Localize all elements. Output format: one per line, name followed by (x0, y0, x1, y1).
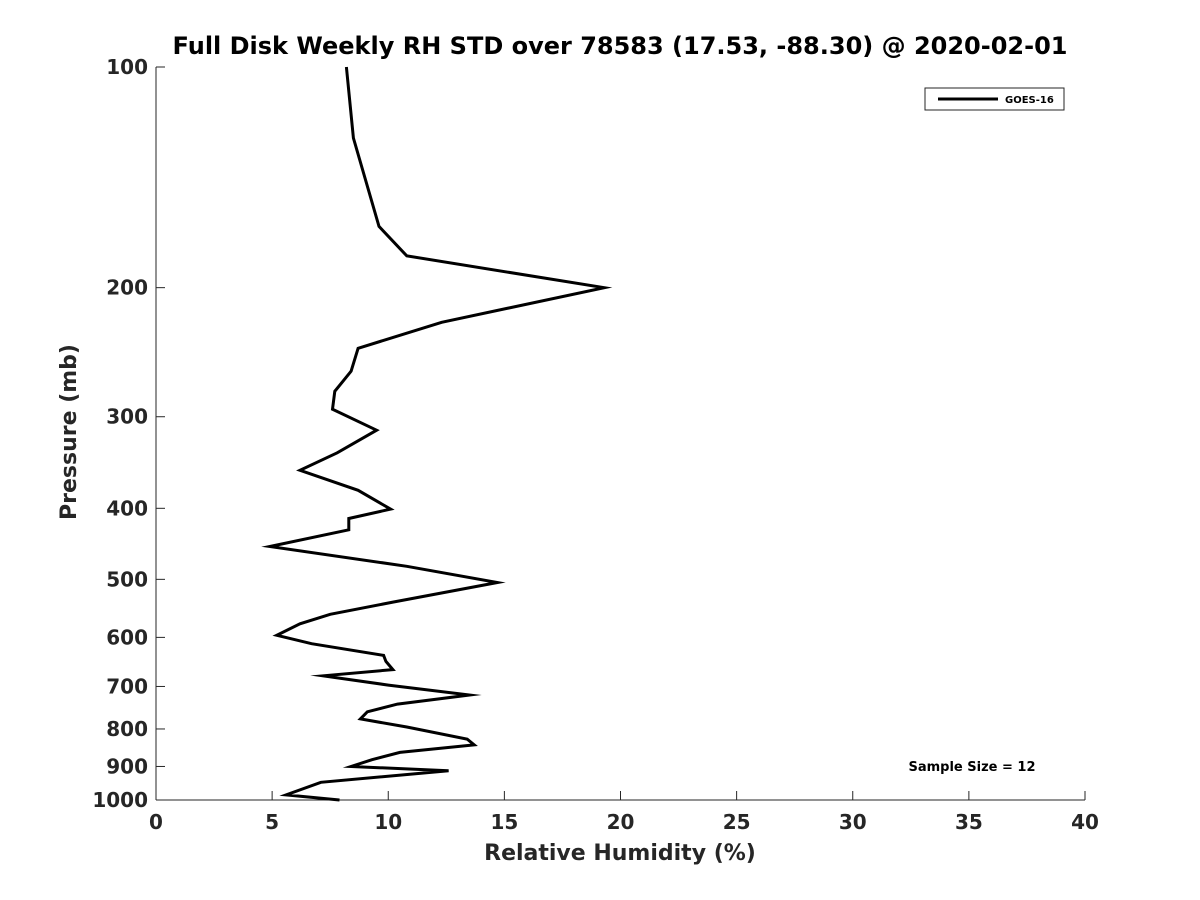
x-tick-label: 20 (607, 810, 635, 834)
x-tick-label: 25 (723, 810, 751, 834)
x-tick-label: 35 (955, 810, 983, 834)
y-axis-label: Pressure (mb) (57, 344, 82, 520)
y-tick-label: 700 (106, 674, 148, 698)
x-tick-label: 10 (374, 810, 402, 834)
chart-title: Full Disk Weekly RH STD over 78583 (17.5… (173, 32, 1068, 60)
x-tick-label: 0 (149, 810, 163, 834)
y-tick-label: 100 (106, 55, 148, 79)
x-tick-label: 15 (490, 810, 518, 834)
axes: 0 5 10 15 20 25 30 35 40 100 200 300 400 500 600 700 800… (92, 55, 1099, 834)
legend: GOES-16 (924, 87, 1065, 111)
y-tick-label: 900 (106, 754, 148, 778)
y-tick-label: 400 (106, 496, 148, 520)
y-tick-label: 600 (106, 625, 148, 649)
x-tick-label: 30 (839, 810, 867, 834)
series-line-goes-16 (261, 66, 613, 802)
plot-area (261, 66, 613, 802)
x-axis-label: Relative Humidity (%) (484, 841, 756, 866)
sample-size-annotation: Sample Size = 12 (908, 760, 1035, 775)
x-tick-label: 40 (1071, 810, 1099, 834)
y-tick-label: 1000 (92, 788, 148, 812)
legend-label-goes16: GOES-16 (1005, 95, 1054, 106)
y-tick-label: 300 (106, 405, 148, 429)
y-tick-label: 500 (106, 567, 148, 591)
y-tick-label: 200 (106, 276, 148, 300)
x-tick-label: 5 (265, 810, 279, 834)
y-tick-label: 800 (106, 717, 148, 741)
